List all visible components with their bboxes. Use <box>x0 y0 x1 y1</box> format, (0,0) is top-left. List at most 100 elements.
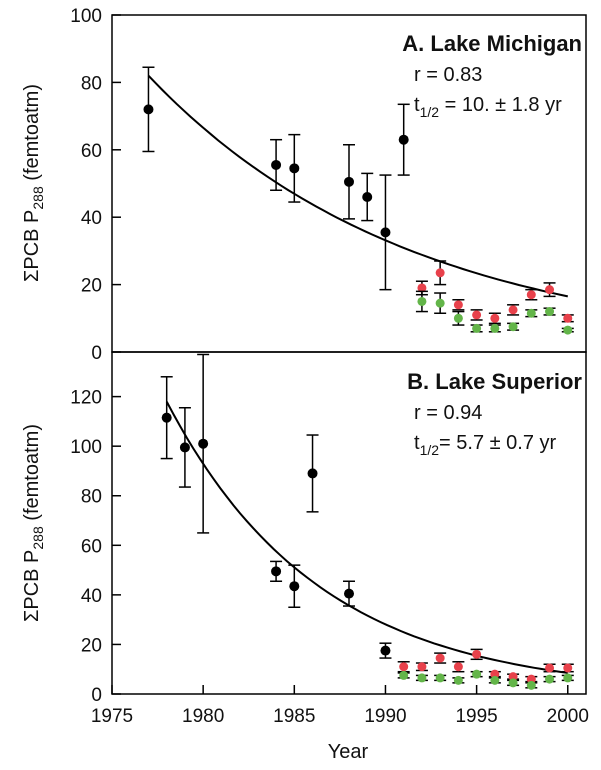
data-marker <box>472 669 482 679</box>
data-marker <box>545 663 555 673</box>
panel-b-half-life: t1/2= 5.7 ± 0.7 yr <box>414 432 557 458</box>
panel-b-y-axis-unit: (femtoatm) <box>21 424 43 526</box>
panel-a-point <box>434 292 447 314</box>
panel-a-point <box>434 260 447 286</box>
data-marker <box>344 176 354 187</box>
data-marker <box>435 673 445 683</box>
panel-b-data-points <box>160 353 574 690</box>
data-marker <box>453 662 463 672</box>
data-marker <box>508 672 518 682</box>
panel-b-point <box>379 642 392 659</box>
data-marker <box>472 649 482 659</box>
panel-b-point <box>488 675 501 685</box>
panel-b-point <box>434 673 447 683</box>
x-tick-label: 1990 <box>364 706 406 727</box>
panel-a-r-value: r = 0.83 <box>414 64 482 86</box>
panel-b-half-life-value: = 5.7 ± 0.7 yr <box>439 432 556 454</box>
panel-a-point <box>507 304 520 316</box>
data-marker <box>307 468 318 479</box>
panel-b-y-tick-label: 80 <box>81 487 102 508</box>
panel-a-point <box>452 299 465 311</box>
data-marker <box>545 674 555 684</box>
panel-b-point <box>470 648 483 661</box>
panel-a-point <box>397 103 410 176</box>
panel-a-y-tick-label: 20 <box>81 276 102 297</box>
panel-a-y-ticks: 0 20 40 60 80 100 <box>70 6 121 364</box>
panel-a-point <box>561 313 574 323</box>
panel-b-lake-superior: 0 20 40 60 80 100 120 1975 1980 1985 1990 1995 2000… <box>21 351 589 763</box>
data-marker <box>490 675 500 685</box>
panel-b-x-ticks: 1975 1980 1985 1990 1995 2000 <box>91 685 589 727</box>
panel-b-y-tick-label: 40 <box>81 586 102 607</box>
data-marker <box>563 325 573 335</box>
panel-b-half-life-t: t <box>414 432 420 454</box>
panel-a-title: A. Lake Michigan <box>402 31 582 56</box>
panel-b-y-tick-label: 60 <box>81 536 102 557</box>
panel-b-point <box>343 580 355 607</box>
panel-a-half-life: t1/2 = 10. ± 1.8 yr <box>414 94 562 120</box>
panel-b-y-ticks: 0 20 40 60 80 100 120 <box>70 388 121 706</box>
panel-a-y-axis-unit: (femtoatm) <box>21 84 43 186</box>
panel-a-point <box>270 138 283 191</box>
panel-a-point <box>561 325 574 335</box>
panel-a-point <box>361 172 374 222</box>
data-marker <box>563 313 573 323</box>
data-marker <box>417 283 427 293</box>
data-marker <box>198 438 209 449</box>
data-marker <box>289 163 300 174</box>
panel-a-point <box>415 290 428 313</box>
data-marker <box>161 412 172 423</box>
panel-b-y-tick-label: 20 <box>81 635 102 656</box>
panel-b-y-tick-label: 100 <box>70 437 102 458</box>
data-marker <box>417 296 427 306</box>
data-marker <box>399 670 409 680</box>
data-marker <box>271 159 282 170</box>
panel-b-y-axis-sub: 288 <box>30 526 46 550</box>
panel-a-point <box>525 288 538 301</box>
panel-a-point <box>543 307 556 317</box>
panel-b-title: B. Lake Superior <box>407 369 582 394</box>
panel-a-y-tick-label: 100 <box>70 6 102 27</box>
data-marker <box>490 313 500 323</box>
data-marker <box>563 663 573 673</box>
panel-a-y-axis-sub: 288 <box>30 186 46 210</box>
panel-b-half-life-sub: 1/2 <box>420 442 440 458</box>
panel-b-point <box>397 670 410 680</box>
panel-b-point <box>434 652 447 664</box>
panel-b-point <box>543 674 556 684</box>
data-marker <box>490 323 500 333</box>
data-marker <box>526 290 536 300</box>
panel-a-point <box>470 323 483 333</box>
data-marker <box>526 308 536 318</box>
panel-b-point <box>507 672 520 682</box>
panel-a-point <box>379 174 392 291</box>
x-tick-label: 1980 <box>182 706 224 727</box>
data-marker <box>453 300 463 310</box>
panel-a-point <box>452 310 465 326</box>
data-marker <box>417 662 427 672</box>
panel-b-point <box>288 564 301 609</box>
panel-a-y-axis-label: ΣPCB P <box>21 210 43 282</box>
panel-a-y-tick-label: 0 <box>91 343 102 364</box>
data-marker <box>472 323 482 333</box>
x-tick-label: 1995 <box>455 706 497 727</box>
panel-b-point <box>525 680 538 690</box>
data-marker <box>399 662 409 672</box>
panel-a-fit-curve <box>147 75 569 298</box>
panel-b-y-axis-title: ΣPCB P288 (femtoatm) <box>21 424 46 622</box>
data-marker <box>563 673 573 683</box>
data-marker <box>508 322 518 332</box>
data-marker <box>508 305 518 315</box>
panel-b-y-tick-label: 120 <box>70 388 102 409</box>
panel-a-point <box>488 323 501 333</box>
panel-b-point <box>306 434 319 513</box>
data-marker <box>435 653 445 663</box>
x-tick-label: 1985 <box>273 706 315 727</box>
panel-a-half-life-sub: 1/2 <box>420 104 440 120</box>
panel-a-point <box>142 66 155 153</box>
data-marker <box>435 268 445 278</box>
x-tick-label: 1975 <box>91 706 133 727</box>
panel-b-r-value: r = 0.94 <box>414 402 482 424</box>
data-marker <box>179 442 190 453</box>
data-marker <box>362 191 373 202</box>
